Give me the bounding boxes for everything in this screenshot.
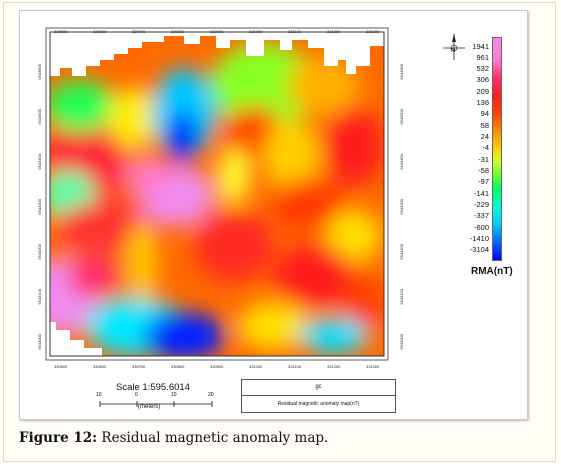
legend-label: 1941: [472, 42, 489, 51]
legend-label: -3104: [469, 245, 489, 254]
legend-label: -4: [482, 143, 489, 152]
legend-label: -97: [478, 177, 489, 186]
top-tick: 330900: [210, 29, 224, 34]
bottom-tick: 330900: [210, 364, 224, 369]
top-tick: 330700: [132, 29, 146, 34]
scale-tick: 0: [135, 392, 138, 398]
top-tick: 331100: [288, 29, 302, 34]
north-label: N: [451, 48, 456, 54]
legend-label: 209: [476, 87, 489, 96]
legend-label: 24: [480, 132, 489, 141]
left-tick: 9543300: [37, 199, 42, 215]
right-tick: 9543100: [399, 289, 404, 305]
bottom-tick: 331300: [366, 364, 380, 369]
legend-label: -58: [478, 166, 489, 175]
top-tick: 330500: [54, 29, 68, 34]
caption-label: Figure 12:: [19, 430, 98, 446]
bottom-tick: 330500: [54, 364, 68, 369]
legend-label: 94: [480, 109, 489, 118]
legend-label: -31: [478, 155, 489, 164]
bottom-tick: 331200: [327, 364, 341, 369]
title-box-top: gc: [242, 380, 395, 396]
legend-label: 136: [476, 98, 489, 107]
right-tick: 9543200: [399, 244, 404, 260]
scale-tick: 20: [208, 392, 214, 398]
top-tick: 331300: [366, 29, 380, 34]
caption-text: Residual magnetic anomaly map.: [97, 430, 329, 446]
left-tick: 9543500: [37, 109, 42, 125]
north-arrow-icon: N: [441, 32, 467, 67]
right-tick: 9543300: [399, 199, 404, 215]
map-title-box: gc Residual magnetic anomaly map(nT): [241, 379, 396, 413]
legend-label: 961: [476, 53, 489, 62]
legend-label: -600: [473, 223, 489, 232]
left-tick: 9543100: [37, 289, 42, 305]
bottom-tick: 331000: [249, 364, 263, 369]
bottom-tick: 330700: [132, 364, 146, 369]
top-tick: 331000: [249, 29, 263, 34]
legend-label: -1410: [469, 234, 489, 243]
figure-caption: Figure 12: Residual magnetic anomaly map…: [19, 430, 328, 446]
top-tick: 331200: [327, 29, 341, 34]
title-box-bottom: Residual magnetic anomaly map(nT): [277, 401, 360, 407]
bottom-tick: 331100: [288, 364, 302, 369]
right-tick: 9543400: [399, 154, 404, 170]
right-tick: 9543500: [399, 109, 404, 125]
scale-units: (meters): [138, 404, 161, 410]
legend-label: -337: [473, 211, 489, 220]
scale-bar: 10 0 10 20: [96, 392, 216, 413]
top-tick: 330600: [93, 29, 107, 34]
right-tick: 9543600: [399, 64, 404, 80]
bottom-tick: 330600: [93, 364, 107, 369]
scale-tick: 10: [171, 392, 177, 398]
left-tick: 9543400: [37, 154, 42, 170]
top-tick: 330800: [171, 29, 185, 34]
left-tick: 9543000: [37, 334, 42, 350]
bottom-tick: 330800: [171, 364, 185, 369]
legend-label: 58: [480, 121, 489, 130]
legend-label: -141: [473, 189, 489, 198]
scale-label: Scale 1:595.6014: [116, 382, 190, 393]
legend-title: RMA(nT): [471, 266, 513, 277]
scale-tick: 10: [96, 392, 102, 398]
left-tick: 9543200: [37, 244, 42, 260]
right-tick: 9543000: [399, 334, 404, 350]
legend-label: 532: [476, 64, 489, 73]
legend-label: 306: [476, 75, 489, 84]
color-scale-bar: [492, 37, 502, 261]
legend-label: -229: [473, 200, 489, 209]
anomaly-map: [24, 26, 410, 372]
left-tick: 9543600: [37, 64, 42, 80]
